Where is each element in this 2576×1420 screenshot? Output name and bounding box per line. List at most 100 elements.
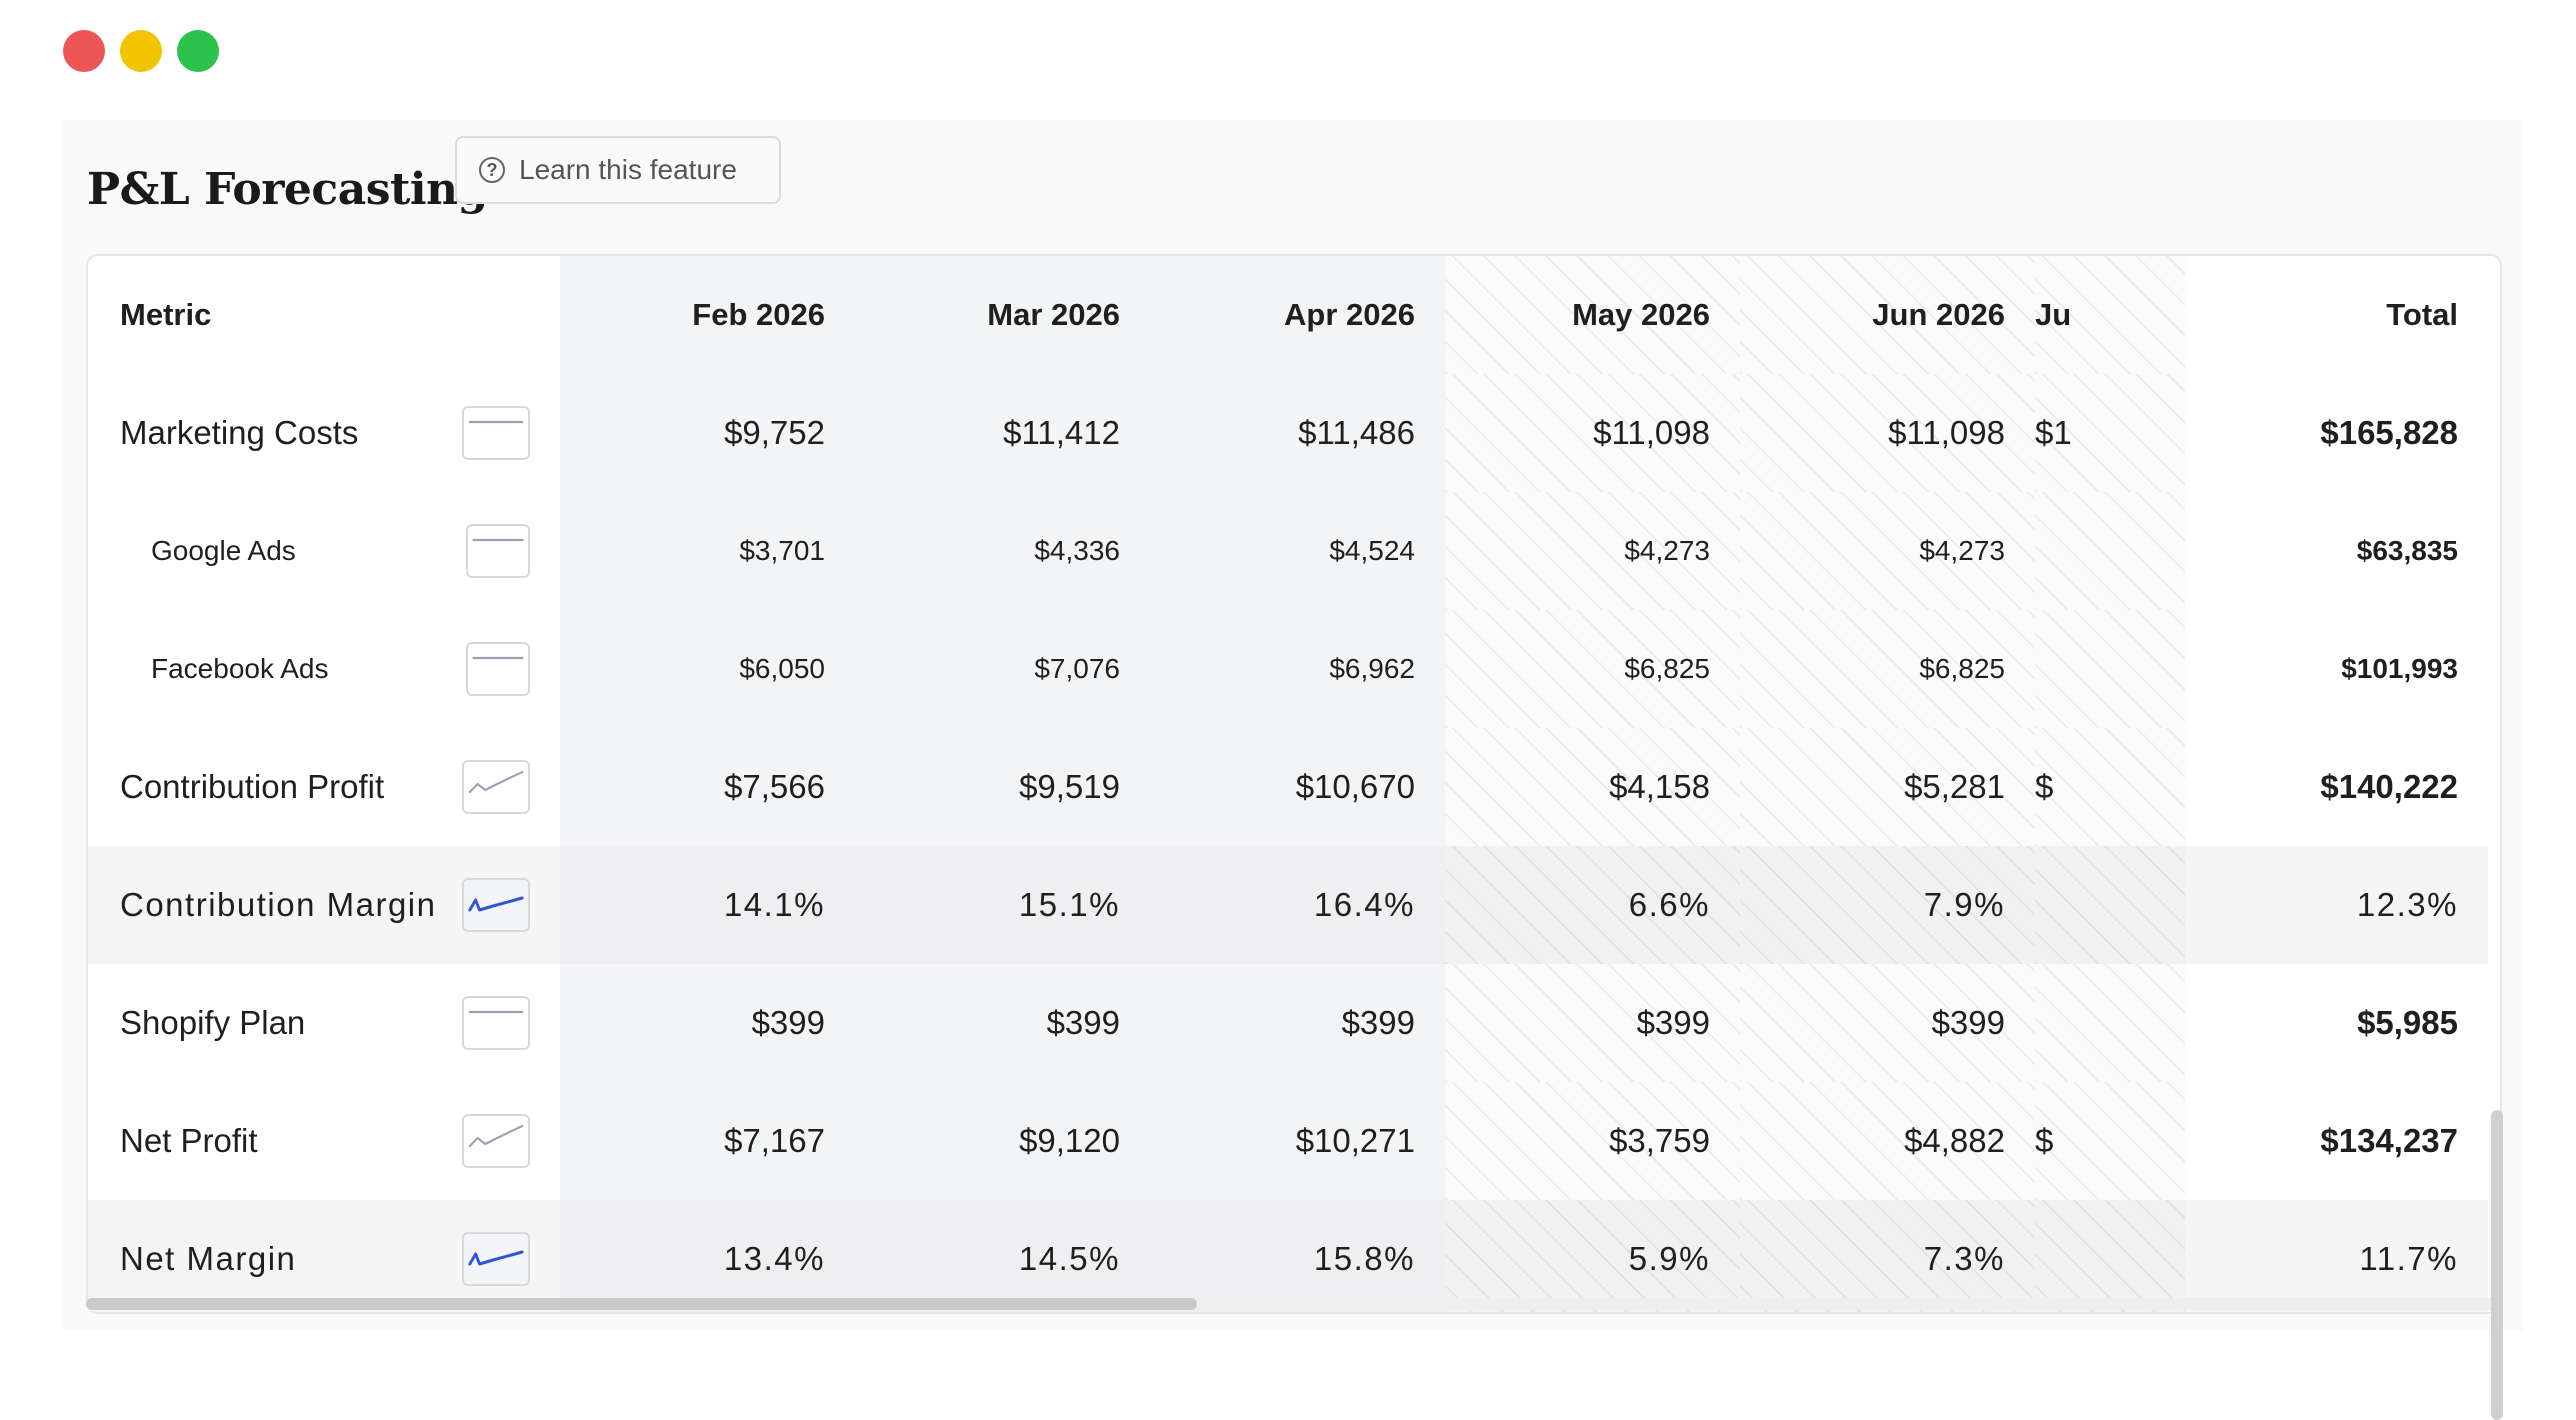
cell-total: $134,237 xyxy=(2185,1082,2488,1200)
cell-jun: $399 xyxy=(1740,964,2035,1082)
table-row: Marketing Costs $9,752 $11,412 $11,486 $11,0… xyxy=(88,374,2488,492)
cell-value: 14.5% xyxy=(1018,1240,1120,1277)
row-label-cell: Facebook Ads xyxy=(88,610,560,728)
cell-jun: 7.3% xyxy=(1740,1200,2035,1312)
cell-apr: 15.8% xyxy=(1150,1200,1445,1312)
column-header-feb[interactable]: Feb 2026 xyxy=(560,256,855,374)
cell-value: $4,882 xyxy=(1904,1122,2005,1159)
page-title: P&L Forecasting xyxy=(87,164,488,215)
cell-value: $399 xyxy=(1046,1004,1120,1041)
row-label: Contribution Profit xyxy=(120,768,385,805)
row-label: Shopify Plan xyxy=(120,1004,306,1041)
maximize-window-button[interactable] xyxy=(177,30,219,72)
cell-total: $165,828 xyxy=(2185,374,2488,492)
sparkline-chart-icon[interactable] xyxy=(462,760,530,814)
row-label: Marketing Costs xyxy=(120,414,359,451)
cell-jun: $4,882 xyxy=(1740,1082,2035,1200)
horizontal-scrollbar-thumb[interactable] xyxy=(86,1298,1197,1310)
cell-value: $5,281 xyxy=(1904,768,2005,805)
horizontal-scrollbar[interactable] xyxy=(86,1298,2502,1310)
cell-value: 5.9% xyxy=(1628,1240,1710,1277)
cell-value: $6,825 xyxy=(1624,653,1710,684)
row-label-cell: Net Margin xyxy=(88,1200,560,1312)
sparkline-chart-icon[interactable] xyxy=(462,406,530,460)
cell-value: 16.4% xyxy=(1313,886,1415,923)
column-header-apr[interactable]: Apr 2026 xyxy=(1150,256,1445,374)
cell-feb: $6,050 xyxy=(560,610,855,728)
cell-mar: 15.1% xyxy=(855,846,1150,964)
row-label-cell: Google Ads xyxy=(88,492,560,610)
cell-jun: $6,825 xyxy=(1740,610,2035,728)
cell-value: $7,076 xyxy=(1034,653,1120,684)
cell-apr: $399 xyxy=(1150,964,1445,1082)
vertical-scrollbar-thumb[interactable] xyxy=(2491,1110,2503,1420)
cell-value: $11,098 xyxy=(1888,414,2005,451)
sparkline-chart-icon[interactable] xyxy=(462,1114,530,1168)
cell-value: 13.4% xyxy=(723,1240,825,1277)
cell-feb: $3,701 xyxy=(560,492,855,610)
cell-jul xyxy=(2035,1200,2185,1312)
row-label-cell: Contribution Margin xyxy=(88,846,560,964)
table-row: Google Ads $3,701 $4,336 $4,524 $4,273 $4,273… xyxy=(88,492,2488,610)
row-label: Facebook Ads xyxy=(151,653,329,684)
cell-mar: $399 xyxy=(855,964,1150,1082)
cell-value: 14.1% xyxy=(723,886,825,923)
table-row: Net Profit $7,167 $9,120 $10,271 $3,759 $4,88… xyxy=(88,1082,2488,1200)
table-header-row: Metric Feb 2026 Mar 2026 Apr 2026 May 20… xyxy=(88,256,2488,376)
cell-mar: $4,336 xyxy=(855,492,1150,610)
column-header-total[interactable]: Total xyxy=(2185,256,2488,374)
row-label: Contribution Margin xyxy=(120,886,437,923)
sparkline-chart-icon[interactable] xyxy=(462,996,530,1050)
column-header-mar[interactable]: Mar 2026 xyxy=(855,256,1150,374)
cell-apr: $11,486 xyxy=(1150,374,1445,492)
sparkline-chart-icon[interactable] xyxy=(466,642,530,696)
cell-value: $399 xyxy=(751,1004,825,1041)
column-header-metric[interactable]: Metric xyxy=(88,256,560,374)
row-label-cell: Net Profit xyxy=(88,1082,560,1200)
cell-value: 15.1% xyxy=(1018,886,1120,923)
column-header-jul[interactable]: Ju xyxy=(2035,256,2185,374)
row-label-cell: Contribution Profit xyxy=(88,728,560,846)
sparkline-chart-icon[interactable] xyxy=(462,1232,530,1286)
cell-may: $6,825 xyxy=(1445,610,1740,728)
cell-value: $11,486 xyxy=(1298,414,1415,451)
column-header-may[interactable]: May 2026 xyxy=(1445,256,1740,374)
learn-feature-button[interactable]: ? Learn this feature xyxy=(455,136,781,204)
cell-apr: $10,271 xyxy=(1150,1082,1445,1200)
minimize-window-button[interactable] xyxy=(120,30,162,72)
help-circle-icon: ? xyxy=(479,157,505,183)
sparkline-chart-icon[interactable] xyxy=(462,878,530,932)
cell-feb: $399 xyxy=(560,964,855,1082)
cell-mar: $9,519 xyxy=(855,728,1150,846)
table-row: Facebook Ads $6,050 $7,076 $6,962 $6,825 $6,8… xyxy=(88,610,2488,728)
cell-may: $3,759 xyxy=(1445,1082,1740,1200)
cell-jun: $5,281 xyxy=(1740,728,2035,846)
cell-mar: $11,412 xyxy=(855,374,1150,492)
column-header-jun[interactable]: Jun 2026 xyxy=(1740,256,2035,374)
cell-value: $399 xyxy=(1931,1004,2005,1041)
cell-value: $3,759 xyxy=(1609,1122,1710,1159)
cell-apr: $4,524 xyxy=(1150,492,1445,610)
cell-jul xyxy=(2035,846,2185,964)
close-window-button[interactable] xyxy=(63,30,105,72)
cell-value: 15.8% xyxy=(1313,1240,1415,1277)
cell-may: 5.9% xyxy=(1445,1200,1740,1312)
cell-mar: 14.5% xyxy=(855,1200,1150,1312)
cell-jul: $ xyxy=(2035,1082,2185,1200)
cell-value: $10,670 xyxy=(1295,768,1415,805)
cell-apr: 16.4% xyxy=(1150,846,1445,964)
pl-forecasting-panel: P&L Forecasting ? Learn this feature Met… xyxy=(63,120,2523,1420)
cell-value: $ xyxy=(2035,768,2054,805)
cell-jul xyxy=(2035,964,2185,1082)
cell-value: $1 xyxy=(2035,414,2072,451)
cell-value: $399 xyxy=(1341,1004,1415,1041)
cell-jul xyxy=(2035,610,2185,728)
cell-may: $4,158 xyxy=(1445,728,1740,846)
cell-value: $10,271 xyxy=(1295,1122,1415,1159)
cell-jun: 7.9% xyxy=(1740,846,2035,964)
cell-mar: $9,120 xyxy=(855,1082,1150,1200)
cell-jul: $ xyxy=(2035,728,2185,846)
sparkline-chart-icon[interactable] xyxy=(466,524,530,578)
cell-total: $63,835 xyxy=(2185,492,2488,610)
cell-jul xyxy=(2035,492,2185,610)
